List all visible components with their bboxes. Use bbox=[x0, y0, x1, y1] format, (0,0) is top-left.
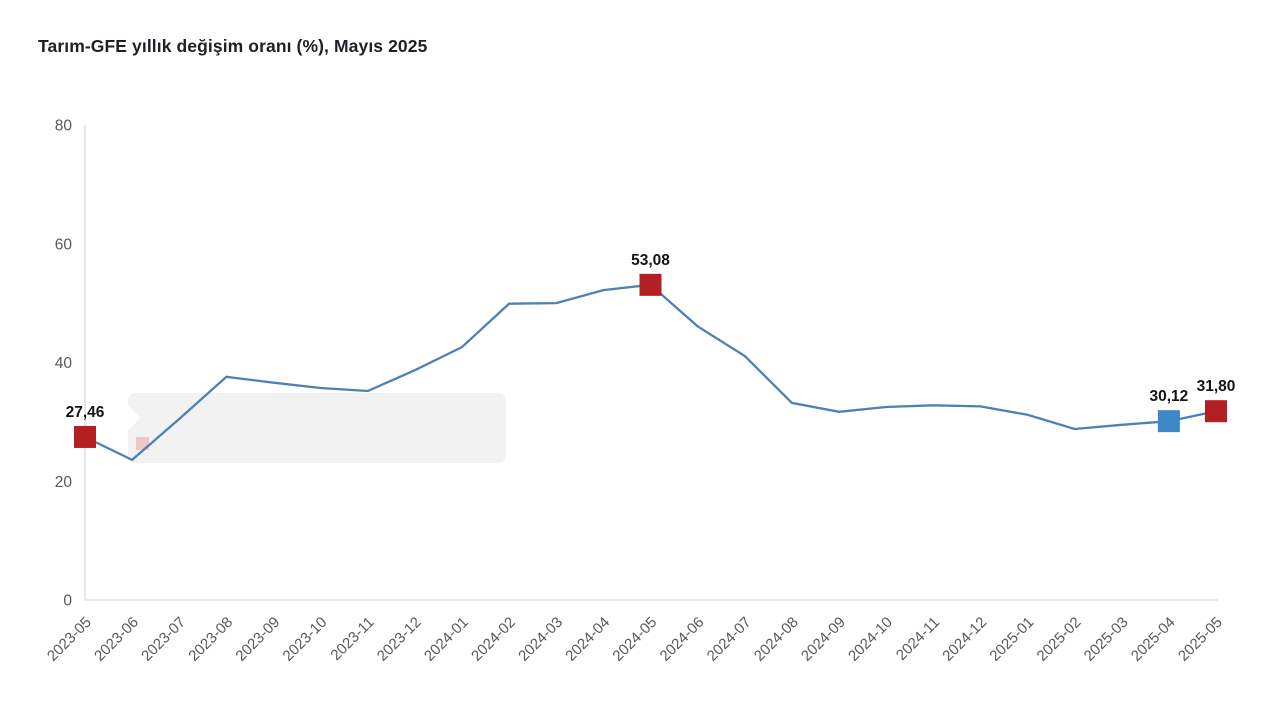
chart-title: Tarım-GFE yıllık değişim oranı (%), Mayı… bbox=[38, 36, 428, 56]
x-axis-label: 2025-03 bbox=[1081, 614, 1132, 665]
x-axis-label: 2023-07 bbox=[138, 614, 189, 665]
x-axis-label: 2024-03 bbox=[515, 614, 566, 665]
y-axis-label: 20 bbox=[55, 474, 73, 491]
x-axis-label: 2023-06 bbox=[91, 614, 142, 665]
highlight-marker-2024-05[interactable] bbox=[639, 273, 662, 296]
x-axis-label: 2024-11 bbox=[893, 614, 943, 664]
x-axis-label: 2025-01 bbox=[986, 614, 1037, 665]
highlight-marker-2025-04[interactable] bbox=[1157, 410, 1180, 433]
data-label-2025-04: 30,12 bbox=[1149, 388, 1188, 405]
y-axis-label: 40 bbox=[55, 355, 73, 372]
x-axis-label: 2024-01 bbox=[421, 614, 472, 665]
x-axis-label: 2024-07 bbox=[704, 614, 755, 665]
y-axis-label: 0 bbox=[63, 593, 72, 610]
x-axis-label: 2024-05 bbox=[609, 614, 660, 665]
x-axis-label: 2023-11 bbox=[327, 614, 377, 664]
highlight-marker-2023-05[interactable] bbox=[74, 425, 96, 448]
x-axis-label: 2025-02 bbox=[1033, 614, 1084, 665]
highlight-marker-2025-05[interactable] bbox=[1205, 400, 1227, 423]
x-axis-label: 2023-09 bbox=[232, 614, 283, 665]
x-axis-label: 2023-08 bbox=[185, 614, 236, 665]
x-axis-label: 2024-02 bbox=[468, 614, 519, 665]
y-axis-label: 60 bbox=[55, 236, 73, 253]
x-axis-label: 2023-12 bbox=[374, 614, 425, 665]
data-label-2023-05: 27,46 bbox=[66, 404, 105, 421]
x-axis-label: 2024-06 bbox=[656, 614, 707, 665]
tooltip-arrow bbox=[107, 401, 141, 435]
data-label-2025-05: 31,80 bbox=[1197, 378, 1236, 395]
x-axis-label: 2023-10 bbox=[279, 614, 330, 665]
x-axis-label: 2024-08 bbox=[751, 614, 802, 665]
y-axis-label: 80 bbox=[55, 118, 73, 135]
x-axis-label: 2024-10 bbox=[845, 614, 896, 665]
x-axis-label: 2024-09 bbox=[798, 614, 849, 665]
x-axis-label: 2024-04 bbox=[562, 614, 613, 665]
x-axis-label: 2023-05 bbox=[44, 614, 95, 665]
data-label-2024-05: 53,08 bbox=[631, 252, 670, 269]
x-axis-label: 2024-12 bbox=[939, 614, 990, 665]
x-axis-label: 2025-04 bbox=[1128, 614, 1179, 665]
x-axis-label: 2025-05 bbox=[1175, 614, 1226, 665]
tooltip-box bbox=[128, 393, 506, 463]
